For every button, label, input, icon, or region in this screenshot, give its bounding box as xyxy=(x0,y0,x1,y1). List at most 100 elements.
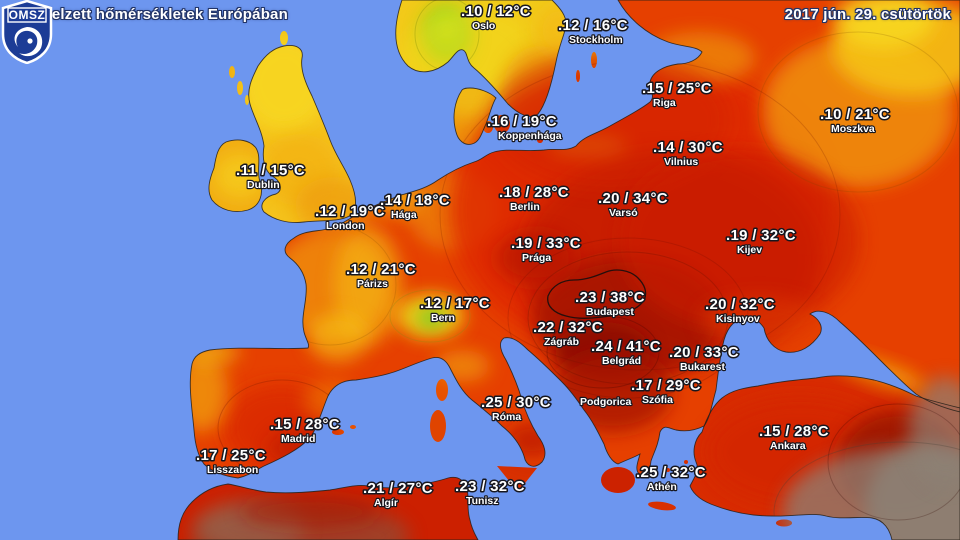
city-name-stockholm: Stockholm xyxy=(569,34,623,46)
city-name-ankara: Ankara xyxy=(770,440,806,452)
temp-label-szófia: .17 / 29°C xyxy=(631,377,701,394)
city-name-athén: Athén xyxy=(647,481,677,493)
island xyxy=(648,501,676,511)
temp-label-dublin: .11 / 15°C xyxy=(236,162,305,179)
temp-label-budapest: .23 / 38°C xyxy=(575,289,645,306)
city-name-szófia: Szófia xyxy=(642,394,673,406)
city-name-varsó: Varsó xyxy=(609,207,638,219)
city-name-oslo: Oslo xyxy=(472,20,495,32)
island xyxy=(666,468,670,472)
contour-line xyxy=(827,403,960,521)
coastline-continent xyxy=(189,0,960,479)
coastline-ireland xyxy=(208,139,262,212)
city-name-algír: Algír xyxy=(374,497,398,509)
island xyxy=(350,425,356,429)
coastline-scandinavia xyxy=(395,0,567,117)
city-name-belgrád: Belgrád xyxy=(602,355,641,367)
temperature-blob xyxy=(620,150,860,330)
coastline-turkey xyxy=(689,375,960,540)
city-name-prága: Prága xyxy=(522,252,551,264)
city-name-róma: Róma xyxy=(492,411,521,423)
city-name-koppenhága: Koppenhága xyxy=(498,130,562,142)
temp-label-bern: .12 / 17°C xyxy=(420,295,490,312)
city-name-podgorica: Podgorica xyxy=(580,396,632,408)
temp-label-oslo: .10 / 12°C xyxy=(461,3,531,20)
island xyxy=(601,467,635,493)
temp-label-bukarest: .20 / 33°C xyxy=(669,344,739,361)
contour-line xyxy=(527,251,729,385)
city-name-kijev: Kijev xyxy=(737,244,762,256)
temp-label-koppenhága: .16 / 19°C xyxy=(487,113,557,130)
coastlines xyxy=(177,0,960,540)
island xyxy=(430,410,446,442)
temperature-blob xyxy=(334,225,402,345)
temp-label-párizs: .12 / 21°C xyxy=(346,261,416,278)
coastline-uk xyxy=(248,45,357,223)
logo-abbr: OMSZ xyxy=(9,8,46,22)
temp-label-róma: .25 / 30°C xyxy=(481,394,551,411)
city-name-vilnius: Vilnius xyxy=(664,156,698,168)
temp-label-ankara: .15 / 28°C xyxy=(759,423,829,440)
island xyxy=(229,66,235,78)
temp-label-zágráb: .22 / 32°C xyxy=(533,319,603,336)
island xyxy=(497,466,537,492)
temperature-blob xyxy=(418,309,444,327)
temperature-blob xyxy=(496,232,576,284)
city-name-kisinyov: Kisinyov xyxy=(716,313,760,325)
temp-label-moszkva: .10 / 21°C xyxy=(820,106,890,123)
city-name-párizs: Párizs xyxy=(357,278,388,290)
island xyxy=(684,460,688,464)
temp-label-tunisz: .23 / 32°C xyxy=(455,478,525,495)
city-name-tunisz: Tunisz xyxy=(466,495,498,507)
city-name-lisszabon: Lisszabon xyxy=(207,464,258,476)
coastline-north-africa xyxy=(177,476,479,540)
temperature-blob xyxy=(214,154,266,198)
temperature-blob xyxy=(909,377,960,487)
temp-label-berlin: .18 / 28°C xyxy=(499,184,569,201)
city-name-berlin: Berlin xyxy=(510,201,540,213)
temperature-blob xyxy=(782,448,960,540)
temp-label-stockholm: .12 / 16°C xyxy=(558,17,628,34)
city-name-zágráb: Zágráb xyxy=(544,336,579,348)
temp-label-madrid: .15 / 28°C xyxy=(270,416,340,433)
temperature-blob xyxy=(308,314,368,362)
city-name-madrid: Madrid xyxy=(281,433,315,445)
city-name-bukarest: Bukarest xyxy=(680,361,725,373)
temp-label-vilnius: .14 / 30°C xyxy=(653,139,723,156)
city-name-bern: Bern xyxy=(431,312,455,324)
temperature-blob xyxy=(834,0,934,48)
island xyxy=(436,379,448,401)
logo-wave-dot xyxy=(27,38,33,44)
temp-label-lisszabon: .17 / 25°C xyxy=(196,447,266,464)
city-name-riga: Riga xyxy=(653,97,676,109)
temp-label-hága: .14 / 18°C xyxy=(380,192,450,209)
city-name-hága: Hága xyxy=(391,209,417,221)
coastline-denmark xyxy=(453,87,497,145)
city-name-budapest: Budapest xyxy=(586,306,634,318)
temp-label-varsó: .20 / 34°C xyxy=(598,190,668,207)
logo-wave-icon xyxy=(14,27,43,57)
temp-label-prága: .19 / 33°C xyxy=(511,235,581,252)
temp-label-riga: .15 / 25°C xyxy=(642,80,712,97)
temp-label-london: .12 / 19°C xyxy=(315,203,385,220)
contour-line xyxy=(389,289,471,343)
page-title: Előrejelzett hőmérsékletek Európában xyxy=(9,6,288,23)
temp-label-athén: .25 / 32°C xyxy=(636,464,706,481)
hungary-border xyxy=(547,269,647,319)
contour-line xyxy=(546,315,660,389)
city-name-london: London xyxy=(326,220,364,232)
contour-line xyxy=(773,441,960,540)
temp-label-kisinyov: .20 / 32°C xyxy=(705,296,775,313)
omsz-logo: OMSZ xyxy=(1,0,53,64)
island xyxy=(698,475,702,481)
temp-label-kijev: .19 / 32°C xyxy=(726,227,796,244)
city-name-moszkva: Moszkva xyxy=(831,123,875,135)
temp-label-belgrád: .24 / 41°C xyxy=(591,338,661,355)
city-name-dublin: Dublin xyxy=(247,179,280,191)
contour-line xyxy=(757,31,959,193)
temp-label-algír: .21 / 27°C xyxy=(363,480,433,497)
logo-abbr-box xyxy=(7,7,47,23)
